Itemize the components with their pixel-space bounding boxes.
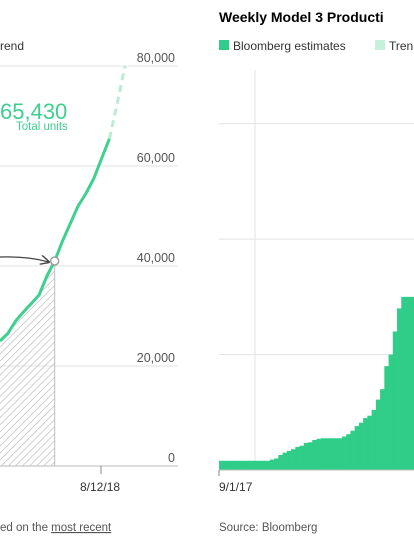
right-chart-title: Weekly Model 3 Producti — [219, 9, 384, 25]
projection-dashed-line — [107, 65, 127, 140]
bar — [261, 460, 266, 470]
bar — [337, 438, 343, 470]
bar — [329, 438, 334, 470]
most-recent-link[interactable]: most recent — [51, 522, 112, 534]
annotation-arrow — [0, 257, 49, 262]
right-x-tick-label: 9/1/17 — [219, 480, 253, 494]
headline-total-value: 65,430 — [0, 99, 67, 124]
legend-label-trend: Tren — [389, 39, 413, 53]
bar — [350, 430, 355, 470]
bar — [312, 439, 317, 470]
bar — [282, 452, 288, 470]
bar — [235, 460, 241, 470]
right-gridlines — [219, 70, 414, 470]
bar — [384, 366, 389, 470]
bar — [358, 422, 364, 470]
bar — [392, 331, 398, 470]
bar — [375, 399, 381, 470]
headline-total-label: Total units — [16, 121, 68, 133]
bar — [409, 296, 414, 470]
left-y-tick-label: 20,000 — [137, 351, 175, 365]
bar — [295, 446, 300, 470]
bar — [308, 442, 313, 470]
current-point-marker — [49, 256, 60, 266]
bar — [405, 296, 411, 470]
bar — [286, 450, 292, 470]
bar — [244, 460, 249, 470]
bar — [269, 459, 275, 470]
right-chart: Weekly Model 3 Producti Bloomberg estima… — [218, 9, 414, 534]
bar — [363, 418, 368, 470]
bar — [278, 454, 283, 470]
left-legend-fragment: rend — [0, 39, 24, 53]
bar — [324, 438, 330, 470]
legend-swatch-bloomberg — [219, 40, 229, 50]
bar — [388, 354, 394, 470]
bar — [354, 426, 360, 470]
bar — [219, 460, 224, 470]
right-source-note: Source: Bloomberg — [219, 522, 317, 534]
bar — [299, 445, 305, 470]
left-x-tick-label: 8/12/18 — [80, 480, 120, 494]
bar — [231, 460, 237, 470]
bar — [397, 308, 402, 470]
bar — [320, 438, 326, 470]
bar — [265, 460, 271, 470]
bar — [240, 460, 245, 470]
bar — [346, 434, 351, 470]
bar — [274, 458, 279, 470]
left-y-tick-label: 0 — [168, 451, 175, 465]
left-y-ticks: 0 20,000 40,000 60,000 80,000 — [137, 51, 175, 465]
bar — [333, 438, 338, 470]
hatched-area — [0, 261, 55, 466]
legend-swatch-trend — [375, 40, 385, 50]
bar — [227, 460, 233, 470]
left-footnote-prefix: ed on the — [0, 522, 51, 534]
bar — [401, 296, 406, 470]
left-footnote: ed on the most recent — [0, 522, 112, 534]
bar — [380, 389, 385, 470]
left-y-tick-label: 40,000 — [137, 251, 175, 265]
bar — [248, 460, 254, 470]
right-bars — [219, 296, 414, 470]
bar — [341, 436, 347, 470]
bar — [316, 438, 322, 470]
bar — [303, 442, 309, 470]
bar — [257, 460, 262, 470]
bar — [252, 460, 258, 470]
bar — [367, 415, 372, 470]
bar — [223, 460, 228, 470]
left-y-tick-label: 80,000 — [137, 51, 175, 65]
legend-label-bloomberg: Bloomberg estimates — [233, 39, 346, 53]
bar — [291, 449, 296, 470]
left-chart: rend 0 20,000 40,000 60,000 80,000 65,430 To… — [0, 39, 178, 534]
bar — [371, 409, 377, 470]
left-y-tick-label: 60,000 — [137, 151, 175, 165]
